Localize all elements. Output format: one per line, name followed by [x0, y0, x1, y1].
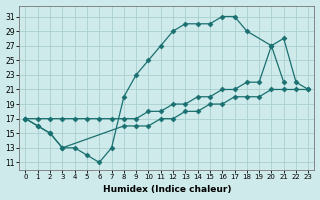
X-axis label: Humidex (Indice chaleur): Humidex (Indice chaleur): [103, 185, 231, 194]
